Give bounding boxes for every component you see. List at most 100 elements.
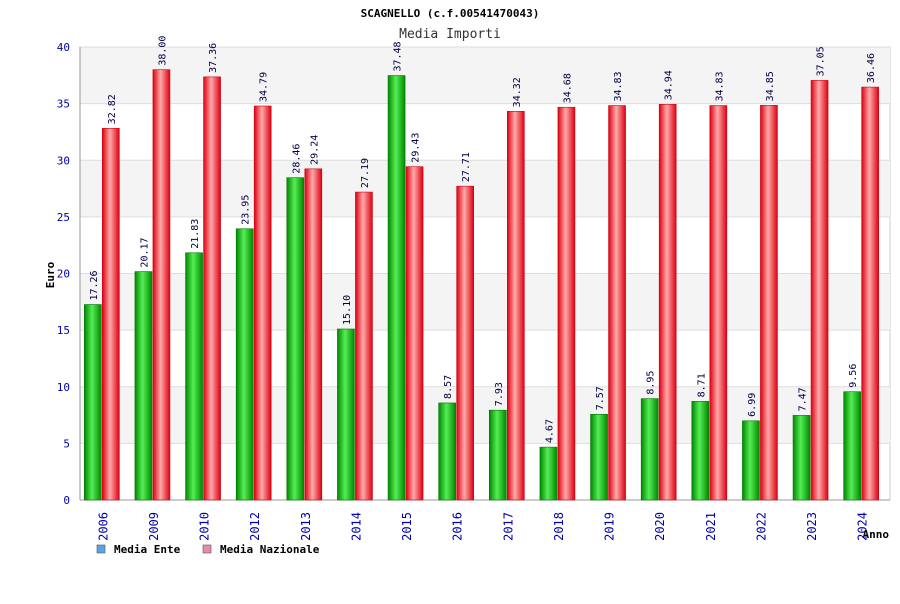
- data-label: 32.82: [107, 94, 118, 124]
- bar-media-nazionale: [253, 105, 272, 501]
- x-tick-label: 2024: [856, 512, 870, 541]
- x-tick-label: 2009: [147, 512, 161, 541]
- bar-media-nazionale: [456, 185, 474, 501]
- legend-swatch: [96, 544, 106, 554]
- bar-media-ente: [286, 177, 305, 501]
- data-label: 37.36: [208, 43, 219, 73]
- data-label: 27.19: [360, 158, 371, 188]
- y-tick-label: 15: [57, 324, 70, 337]
- chart-title: SCAGNELLO (c.f.00541470043): [361, 7, 540, 20]
- y-tick-label: 10: [57, 381, 70, 394]
- x-tick-label: 2012: [248, 512, 262, 541]
- data-label: 6.99: [747, 393, 758, 417]
- data-label: 17.26: [89, 270, 100, 300]
- bar-media-nazionale: [507, 111, 525, 501]
- x-tick-label: 2018: [552, 512, 566, 541]
- y-tick-label: 25: [57, 211, 70, 224]
- data-label: 34.83: [613, 71, 624, 101]
- data-label: 23.95: [241, 195, 252, 225]
- data-label: 4.67: [544, 419, 555, 443]
- legend: Media Ente Media Nazionale: [96, 543, 320, 556]
- bar-media-nazionale: [203, 76, 221, 501]
- legend-label: Media Ente: [114, 543, 181, 556]
- data-label: 29.43: [411, 133, 422, 163]
- data-label: 34.83: [714, 71, 725, 101]
- bar-media-nazionale: [760, 105, 778, 501]
- data-label: 9.56: [848, 364, 859, 388]
- x-tick-label: 2013: [299, 512, 313, 541]
- x-tick-label: 2010: [198, 512, 212, 541]
- bar-media-nazionale: [810, 80, 829, 501]
- bar-media-ente: [438, 402, 456, 501]
- data-label: 37.48: [393, 41, 404, 71]
- x-tick-label: 2016: [451, 512, 465, 541]
- legend-label: Media Nazionale: [220, 543, 320, 556]
- y-axis-label: Euro: [44, 261, 57, 288]
- bar-media-nazionale: [658, 104, 677, 501]
- bar-media-nazionale: [608, 105, 626, 501]
- bar-media-ente: [235, 228, 254, 501]
- data-label: 7.47: [798, 387, 809, 411]
- data-label: 8.95: [646, 371, 657, 395]
- x-tick-label: 2015: [400, 512, 414, 541]
- x-tick-label: 2021: [704, 512, 718, 541]
- bar-media-ente: [691, 401, 710, 501]
- y-tick-label: 0: [63, 494, 70, 507]
- bar-media-ente: [640, 398, 659, 501]
- data-label: 34.94: [664, 70, 675, 100]
- bar-media-nazionale: [557, 106, 576, 501]
- data-label: 20.17: [139, 237, 150, 267]
- data-label: 29.24: [309, 135, 320, 165]
- data-label: 27.71: [461, 152, 472, 182]
- bar-media-nazionale: [709, 105, 728, 501]
- bar-media-nazionale: [102, 128, 120, 501]
- y-axis: 0 5 10 15 20 25 30 35 40: [57, 41, 70, 507]
- bar-media-ente: [387, 75, 406, 501]
- x-axis: 2006 2009 2010 2012 2013 2014 2015 2016 2017 2018…: [96, 512, 869, 541]
- bar-media-ente: [742, 420, 760, 501]
- bar-media-nazionale: [355, 191, 373, 501]
- x-axis-label: Anno: [863, 528, 890, 541]
- y-tick-label: 5: [63, 437, 70, 450]
- bar-media-ente: [792, 415, 811, 501]
- bars-group: 17.26 32.82 20.17 38.00 21.83 37.36 23.95 34.79…: [84, 36, 879, 501]
- bar-media-nazionale: [405, 166, 424, 501]
- data-label: 37.05: [816, 46, 827, 76]
- data-label: 34.85: [765, 71, 776, 101]
- y-tick-label: 30: [57, 154, 70, 167]
- legend-swatch: [202, 544, 212, 554]
- data-label: 28.46: [291, 144, 302, 174]
- data-label: 34.79: [259, 72, 270, 102]
- bar-media-ente: [185, 252, 203, 501]
- data-label: 8.57: [443, 375, 454, 399]
- data-label: 15.10: [342, 295, 353, 325]
- bar-media-ente: [84, 304, 102, 501]
- bar-media-nazionale: [304, 168, 323, 501]
- y-tick-label: 40: [57, 41, 70, 54]
- data-label: 8.71: [696, 373, 707, 397]
- y-tick-label: 35: [57, 98, 70, 111]
- bar-media-ente: [134, 271, 153, 501]
- data-label: 7.57: [595, 386, 606, 410]
- bar-media-ente: [539, 446, 558, 501]
- data-label: 34.68: [562, 73, 573, 103]
- bar-media-ente: [590, 413, 608, 501]
- data-label: 34.32: [512, 77, 523, 107]
- x-tick-label: 2019: [603, 512, 617, 541]
- bar-media-ente: [337, 328, 355, 501]
- chart-subtitle: Media Importi: [399, 27, 501, 42]
- data-label: 21.83: [190, 219, 201, 249]
- x-tick-label: 2023: [805, 512, 819, 541]
- bar-media-nazionale: [152, 69, 171, 501]
- x-tick-label: 2017: [501, 512, 515, 541]
- data-label: 7.93: [494, 382, 505, 406]
- x-tick-label: 2006: [96, 512, 110, 541]
- y-tick-label: 20: [57, 268, 70, 281]
- x-tick-label: 2022: [754, 512, 768, 541]
- data-label: 38.00: [157, 36, 168, 66]
- x-tick-label: 2014: [349, 512, 363, 541]
- bar-media-ente: [843, 391, 861, 501]
- data-label: 36.46: [866, 53, 877, 83]
